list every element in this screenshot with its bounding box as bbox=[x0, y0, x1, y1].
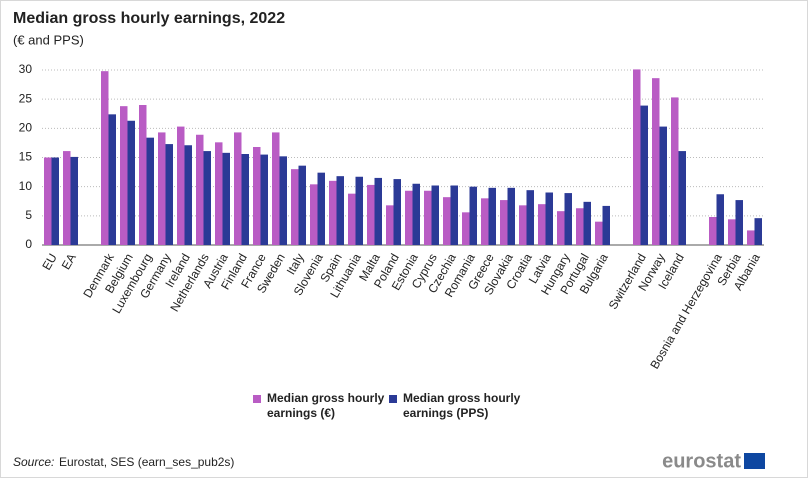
bar bbox=[215, 142, 223, 245]
bar bbox=[234, 132, 242, 245]
bar bbox=[405, 190, 413, 245]
bar bbox=[602, 205, 610, 245]
bar bbox=[500, 200, 508, 245]
bar bbox=[336, 176, 344, 245]
y-tick-label: 15 bbox=[19, 150, 33, 164]
bar bbox=[545, 192, 553, 245]
bar bbox=[355, 176, 363, 245]
bar bbox=[519, 205, 527, 245]
bar bbox=[557, 211, 565, 245]
bar bbox=[260, 154, 268, 245]
bar bbox=[317, 172, 325, 245]
bar bbox=[633, 69, 641, 246]
bar bbox=[329, 180, 337, 245]
bar bbox=[424, 190, 432, 245]
bar bbox=[709, 217, 717, 245]
bar bbox=[51, 157, 59, 245]
bar bbox=[747, 230, 755, 245]
legend-item: Median gross hourly earnings (PPS) bbox=[389, 391, 521, 421]
bar bbox=[526, 190, 534, 245]
bar bbox=[310, 184, 318, 245]
bar bbox=[158, 132, 166, 245]
y-tick-label: 30 bbox=[19, 62, 33, 76]
bar bbox=[469, 186, 477, 245]
bar bbox=[120, 106, 128, 246]
bar bbox=[488, 187, 496, 245]
bar bbox=[462, 212, 470, 245]
y-tick-label: 25 bbox=[19, 91, 33, 105]
bar bbox=[386, 205, 394, 245]
bar bbox=[298, 165, 306, 245]
bar bbox=[241, 154, 249, 245]
bar bbox=[754, 218, 762, 245]
bar bbox=[735, 200, 743, 245]
legend-item: Median gross hourly earnings (€) bbox=[253, 391, 385, 421]
y-tick-label: 5 bbox=[25, 208, 32, 222]
bar bbox=[564, 193, 572, 245]
bar bbox=[70, 156, 78, 245]
y-tick-label: 0 bbox=[25, 237, 32, 251]
bar bbox=[165, 144, 173, 245]
bar bbox=[716, 194, 724, 245]
bar bbox=[291, 169, 299, 245]
source-label: Source: bbox=[13, 455, 54, 469]
bar bbox=[481, 198, 489, 245]
bar bbox=[44, 157, 52, 245]
bar bbox=[659, 126, 667, 245]
bar bbox=[108, 114, 116, 245]
bar bbox=[127, 120, 135, 245]
bar bbox=[640, 105, 648, 245]
source: Eurostat, SES (earn_ses_pub2s) bbox=[59, 455, 234, 469]
x-tick-label: EU bbox=[39, 251, 59, 272]
bar bbox=[538, 204, 546, 245]
bar bbox=[507, 187, 515, 245]
x-tick-label: EA bbox=[59, 251, 79, 272]
logo-flag bbox=[744, 453, 765, 469]
bar bbox=[367, 184, 375, 245]
bar bbox=[412, 183, 420, 245]
y-tick-label: 10 bbox=[19, 179, 33, 193]
y-tick-label: 20 bbox=[19, 121, 33, 135]
chart-title: Median gross hourly earnings, 2022 bbox=[13, 10, 285, 27]
bar bbox=[272, 132, 280, 245]
bar bbox=[63, 151, 71, 245]
bar bbox=[203, 151, 211, 245]
bar bbox=[443, 197, 451, 245]
bar bbox=[576, 208, 584, 245]
bar bbox=[279, 156, 287, 245]
legend-swatch bbox=[253, 395, 261, 403]
bar bbox=[139, 105, 147, 245]
logo: eurostat bbox=[662, 450, 741, 472]
bar bbox=[652, 78, 660, 246]
bar bbox=[595, 221, 603, 245]
bar bbox=[184, 145, 192, 245]
bar bbox=[101, 71, 109, 246]
bar bbox=[431, 185, 439, 245]
bar bbox=[222, 152, 230, 245]
bar bbox=[450, 185, 458, 245]
legend-label: Median gross hourly earnings (PPS) bbox=[403, 391, 521, 420]
legend-label: Median gross hourly earnings (€) bbox=[267, 391, 385, 420]
bar bbox=[671, 97, 679, 246]
bar bbox=[196, 134, 204, 245]
legend-swatch bbox=[389, 395, 397, 403]
bar bbox=[393, 179, 401, 245]
bar bbox=[374, 177, 382, 245]
bar bbox=[728, 219, 736, 245]
bar bbox=[177, 126, 185, 245]
chart-subtitle: (€ and PPS) bbox=[13, 32, 84, 47]
bar bbox=[348, 193, 356, 245]
bar bbox=[583, 201, 591, 245]
bar bbox=[678, 151, 686, 245]
bar bbox=[253, 147, 261, 245]
bar bbox=[146, 137, 154, 245]
